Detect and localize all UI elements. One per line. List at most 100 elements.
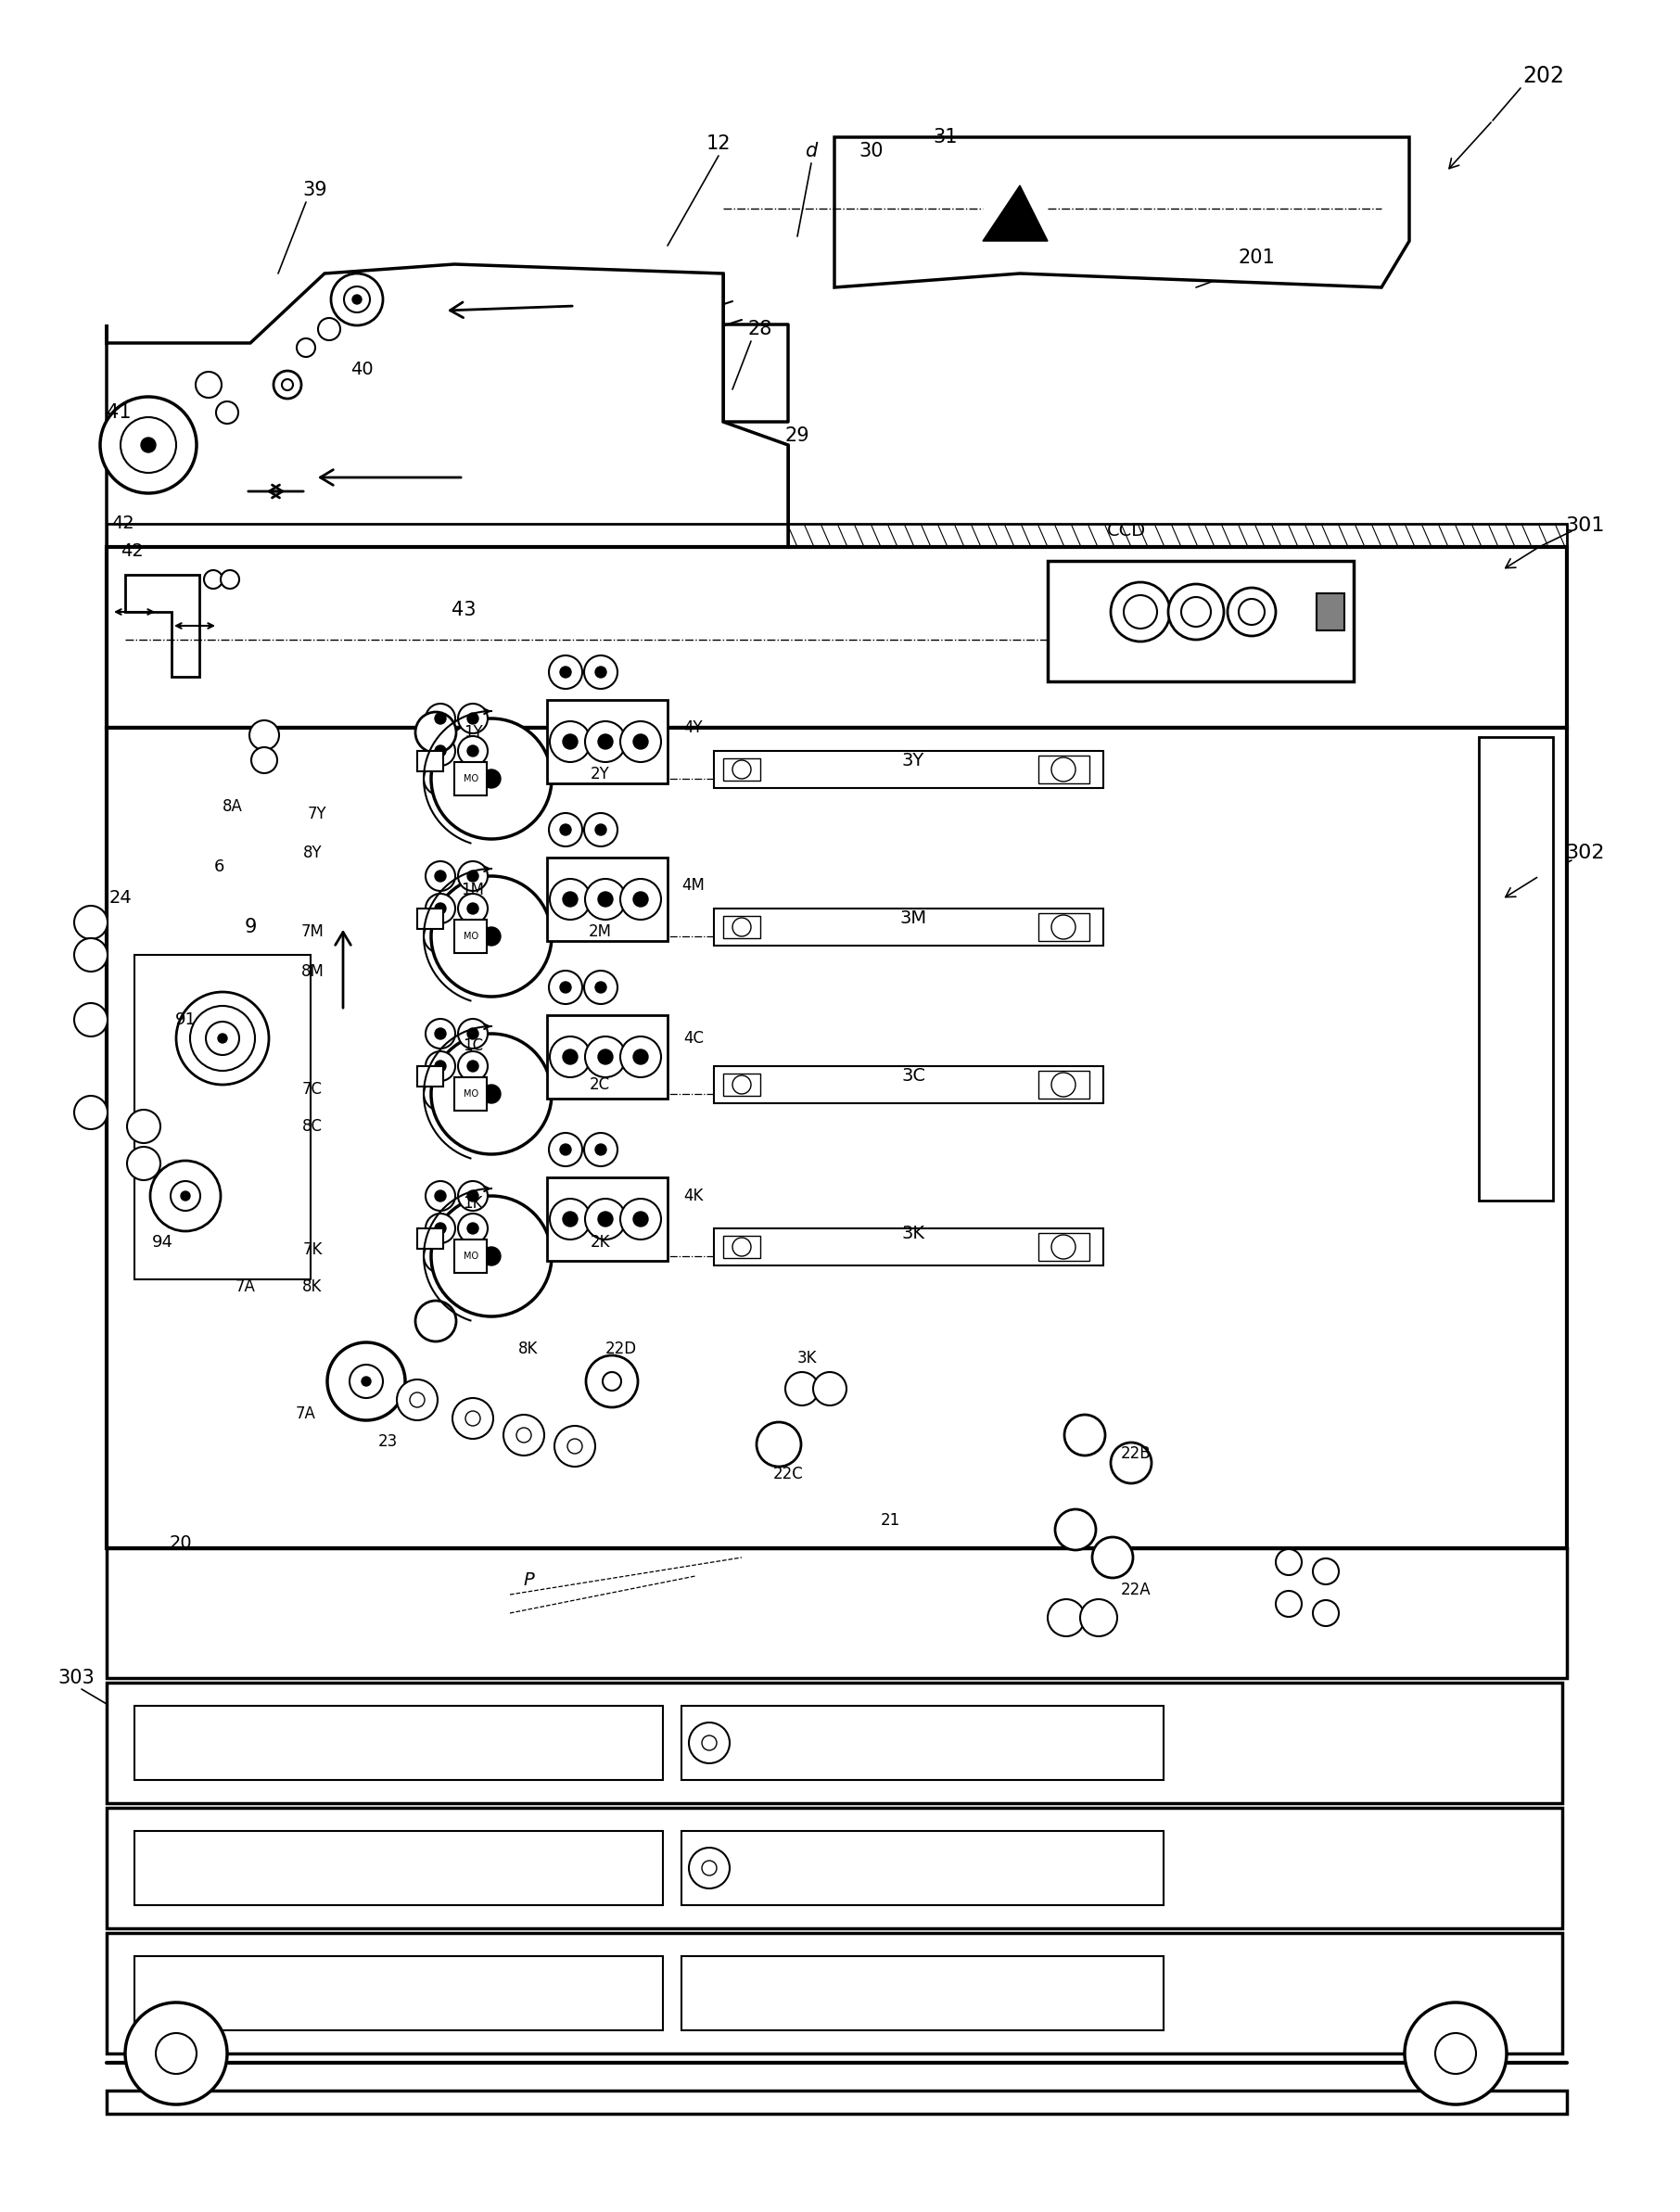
Circle shape — [549, 721, 591, 763]
Circle shape — [459, 894, 487, 922]
Circle shape — [1228, 588, 1275, 637]
Circle shape — [595, 982, 606, 993]
Text: 22C: 22C — [773, 1467, 803, 1482]
Bar — [714, 1228, 1104, 1265]
Circle shape — [217, 400, 239, 425]
Text: MO: MO — [464, 1252, 479, 1261]
Circle shape — [423, 920, 457, 953]
Circle shape — [598, 1212, 613, 1225]
Circle shape — [1110, 1442, 1151, 1484]
Circle shape — [410, 1394, 425, 1407]
Circle shape — [126, 2002, 227, 2104]
Circle shape — [549, 814, 583, 847]
Circle shape — [459, 1051, 487, 1082]
Text: 20: 20 — [170, 1535, 192, 1553]
Bar — [417, 1228, 444, 1250]
Text: 2M: 2M — [588, 922, 612, 940]
Circle shape — [1065, 1416, 1105, 1455]
Text: 22D: 22D — [605, 1340, 637, 1358]
Circle shape — [549, 1037, 591, 1077]
Circle shape — [1124, 595, 1158, 628]
Bar — [417, 750, 444, 772]
Circle shape — [331, 274, 383, 325]
Text: 6: 6 — [213, 858, 223, 876]
Circle shape — [633, 734, 648, 750]
Bar — [1478, 737, 1552, 1201]
Circle shape — [203, 571, 222, 588]
Text: 4K: 4K — [684, 1188, 704, 1203]
Circle shape — [732, 1075, 751, 1095]
Circle shape — [554, 1427, 595, 1467]
Bar — [548, 699, 667, 783]
Circle shape — [459, 1020, 487, 1048]
Circle shape — [425, 737, 455, 765]
Circle shape — [785, 1371, 818, 1405]
Circle shape — [1275, 1548, 1302, 1575]
Circle shape — [1092, 1537, 1132, 1577]
Circle shape — [156, 2033, 197, 2075]
Circle shape — [74, 938, 108, 971]
Text: 7M: 7M — [301, 922, 324, 940]
Text: 302: 302 — [1566, 843, 1604, 863]
Text: 4Y: 4Y — [684, 719, 702, 737]
Bar — [106, 2090, 1567, 2115]
Circle shape — [702, 1736, 717, 1750]
Text: 22B: 22B — [1121, 1444, 1151, 1462]
Text: 8K: 8K — [519, 1340, 538, 1358]
Circle shape — [1080, 1599, 1117, 1637]
Bar — [106, 1933, 1562, 2053]
Circle shape — [74, 1002, 108, 1037]
Circle shape — [435, 872, 445, 883]
Circle shape — [435, 902, 445, 914]
Bar — [106, 524, 1567, 546]
Circle shape — [633, 891, 648, 907]
Circle shape — [425, 1020, 455, 1048]
Circle shape — [633, 1212, 648, 1225]
Circle shape — [467, 745, 479, 757]
Circle shape — [361, 1376, 371, 1387]
Polygon shape — [126, 575, 200, 677]
Circle shape — [585, 1199, 627, 1239]
Circle shape — [549, 655, 583, 688]
Text: 3Y: 3Y — [902, 752, 924, 770]
Text: MO: MO — [464, 931, 479, 940]
Text: 301: 301 — [1566, 515, 1604, 535]
Circle shape — [423, 1077, 457, 1110]
Text: 30: 30 — [858, 142, 884, 161]
Circle shape — [121, 418, 176, 473]
Text: 42: 42 — [111, 515, 134, 533]
Circle shape — [101, 396, 197, 493]
Bar — [134, 956, 311, 1279]
Circle shape — [1110, 582, 1169, 641]
Circle shape — [689, 1723, 729, 1763]
Bar — [1317, 593, 1344, 630]
Bar — [454, 1239, 487, 1272]
Circle shape — [1275, 1590, 1302, 1617]
Circle shape — [176, 991, 269, 1084]
Circle shape — [585, 1037, 627, 1077]
Text: 3C: 3C — [900, 1066, 926, 1084]
Text: d: d — [805, 142, 818, 161]
Circle shape — [1238, 599, 1265, 624]
Text: 12: 12 — [706, 135, 731, 153]
Text: 31: 31 — [934, 128, 958, 146]
Circle shape — [482, 1084, 501, 1104]
Text: 8M: 8M — [301, 962, 324, 980]
Circle shape — [459, 703, 487, 734]
Circle shape — [756, 1422, 801, 1467]
Circle shape — [467, 1060, 479, 1071]
Circle shape — [220, 571, 239, 588]
Text: 40: 40 — [349, 361, 373, 378]
Text: 3K: 3K — [902, 1223, 924, 1241]
Circle shape — [559, 825, 571, 836]
Circle shape — [549, 1199, 591, 1239]
Text: 42: 42 — [121, 542, 143, 560]
Circle shape — [585, 878, 627, 920]
Circle shape — [482, 927, 501, 945]
Text: 7K: 7K — [302, 1241, 323, 1259]
Bar — [548, 1177, 667, 1261]
Circle shape — [181, 1192, 190, 1201]
Circle shape — [732, 761, 751, 779]
Bar — [454, 920, 487, 953]
Circle shape — [563, 734, 578, 750]
